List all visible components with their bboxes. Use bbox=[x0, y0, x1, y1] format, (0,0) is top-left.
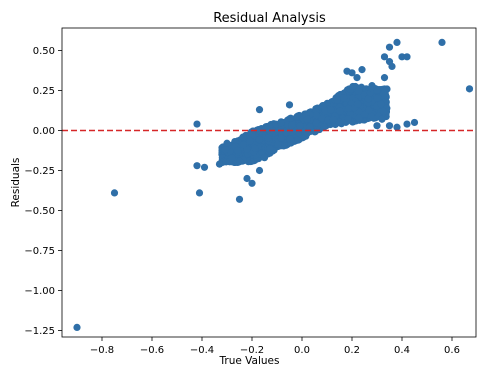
data-point bbox=[286, 135, 293, 142]
data-point bbox=[256, 106, 263, 113]
x-tick-label: −0.4 bbox=[190, 345, 214, 356]
data-point bbox=[236, 158, 243, 165]
axes-frame bbox=[62, 28, 476, 337]
data-point bbox=[256, 167, 263, 174]
data-point bbox=[236, 196, 243, 203]
data-point bbox=[286, 101, 293, 108]
y-tick-label: 0.25 bbox=[33, 86, 55, 97]
data-point bbox=[373, 95, 380, 102]
data-point bbox=[353, 74, 360, 81]
data-point bbox=[249, 131, 256, 138]
data-point bbox=[297, 122, 304, 129]
data-point bbox=[378, 116, 385, 123]
data-point bbox=[361, 111, 368, 118]
y-tick-label: −1.25 bbox=[24, 326, 55, 337]
x-axis-ticks: −0.8 −0.6 −0.4 −0.2 0.0 0.2 0.4 0.6 bbox=[90, 337, 460, 356]
data-point bbox=[354, 101, 361, 108]
y-tick-label: −0.25 bbox=[24, 166, 55, 177]
scatter-points bbox=[73, 39, 473, 331]
data-point bbox=[277, 119, 284, 126]
x-tick-label: 0.2 bbox=[344, 345, 360, 356]
data-point bbox=[336, 108, 343, 115]
data-point bbox=[288, 121, 295, 128]
data-point bbox=[266, 145, 273, 152]
data-point bbox=[403, 53, 410, 60]
data-point bbox=[216, 160, 223, 167]
data-point bbox=[256, 136, 263, 143]
data-point bbox=[466, 85, 473, 92]
x-tick-label: 0.6 bbox=[444, 345, 460, 356]
data-point bbox=[263, 125, 270, 132]
data-point bbox=[196, 189, 203, 196]
data-point bbox=[340, 94, 347, 101]
x-axis-label: True Values bbox=[219, 355, 280, 367]
data-point bbox=[381, 74, 388, 81]
x-tick-label: −0.6 bbox=[140, 345, 164, 356]
data-point bbox=[345, 115, 352, 122]
x-tick-label: 0.0 bbox=[294, 345, 310, 356]
data-point bbox=[240, 141, 247, 148]
data-point bbox=[278, 134, 285, 141]
data-point bbox=[358, 66, 365, 73]
data-point bbox=[306, 123, 313, 130]
data-point bbox=[304, 116, 311, 123]
data-point bbox=[293, 113, 300, 120]
chart-title: Residual Analysis bbox=[213, 11, 326, 26]
y-tick-label: −0.50 bbox=[24, 206, 55, 217]
data-point bbox=[368, 82, 375, 89]
data-point bbox=[73, 324, 80, 331]
data-point bbox=[438, 39, 445, 46]
data-point bbox=[319, 102, 326, 109]
x-tick-label: −0.8 bbox=[90, 345, 114, 356]
data-point bbox=[334, 97, 341, 104]
data-point bbox=[193, 120, 200, 127]
y-tick-label: 0.00 bbox=[33, 126, 55, 137]
data-point bbox=[388, 63, 395, 70]
data-point bbox=[330, 116, 337, 123]
data-point bbox=[380, 108, 387, 115]
data-point bbox=[386, 44, 393, 51]
data-point bbox=[248, 180, 255, 187]
y-tick-label: 0.50 bbox=[33, 46, 55, 57]
data-point bbox=[221, 146, 228, 153]
data-point bbox=[265, 135, 272, 142]
y-axis-label: Residuals bbox=[10, 158, 22, 208]
y-axis-ticks: 0.50 0.25 0.00 −0.25 −0.50 −0.75 −1.00 −1.25 bbox=[24, 46, 62, 337]
data-point bbox=[403, 120, 410, 127]
data-point bbox=[355, 87, 362, 94]
data-point bbox=[393, 39, 400, 46]
x-tick-label: 0.4 bbox=[394, 345, 410, 356]
data-point bbox=[373, 122, 380, 129]
data-point bbox=[386, 122, 393, 129]
data-point bbox=[411, 119, 418, 126]
data-point bbox=[327, 106, 334, 113]
y-tick-label: −1.00 bbox=[24, 286, 55, 297]
data-point bbox=[287, 115, 294, 122]
data-point bbox=[349, 83, 356, 90]
data-point bbox=[261, 154, 268, 161]
y-tick-label: −0.75 bbox=[24, 246, 55, 257]
data-point bbox=[294, 137, 301, 144]
data-point bbox=[193, 162, 200, 169]
data-point bbox=[228, 154, 235, 161]
data-point bbox=[201, 164, 208, 171]
data-point bbox=[247, 137, 254, 144]
data-point bbox=[251, 145, 258, 152]
data-point bbox=[111, 189, 118, 196]
data-point bbox=[345, 105, 352, 112]
data-point bbox=[234, 147, 241, 154]
data-point bbox=[321, 123, 328, 130]
data-point bbox=[381, 53, 388, 60]
data-point bbox=[319, 115, 326, 122]
data-point bbox=[223, 140, 230, 147]
